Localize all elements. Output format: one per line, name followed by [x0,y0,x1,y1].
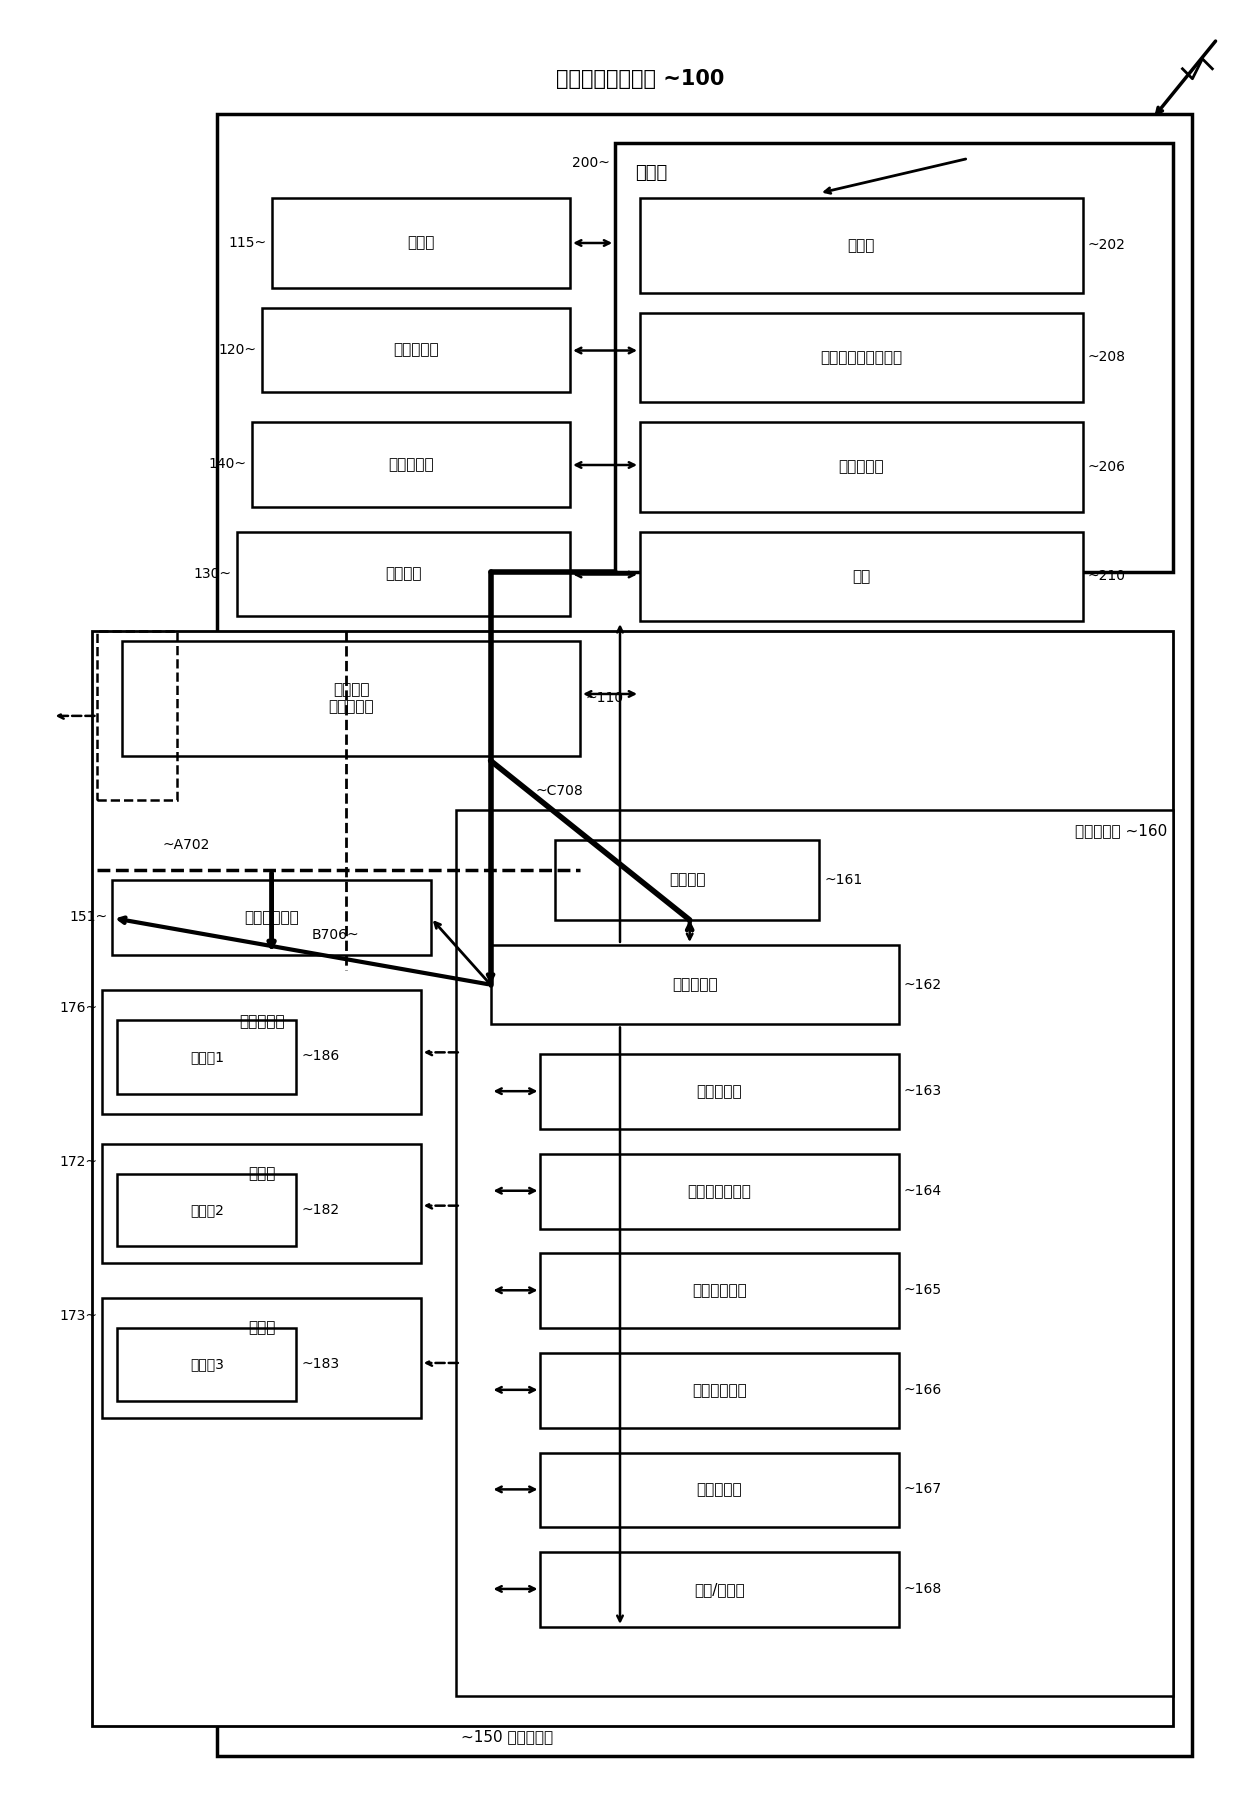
Bar [118,1328,296,1401]
Text: 173~: 173~ [60,1310,98,1323]
Text: ~110: ~110 [585,690,624,705]
Text: 现金自动交易装置 ~100: 现金自动交易装置 ~100 [556,69,724,89]
Text: 130~: 130~ [193,567,232,580]
Bar [640,313,1083,402]
Bar [556,839,820,919]
Bar [541,1054,899,1128]
Text: ~166: ~166 [904,1383,942,1397]
Text: ~208: ~208 [1087,351,1126,365]
Text: 存取款交易者确定部: 存取款交易者确定部 [821,351,903,365]
Text: 存储器3: 存储器3 [190,1357,223,1372]
Text: 扫描仪部: 扫描仪部 [668,872,706,889]
Bar [541,1154,899,1228]
Text: ~C708: ~C708 [536,783,583,798]
Text: 时钟: 时钟 [852,569,870,583]
Text: 纸币读取部 ~160: 纸币读取部 ~160 [1075,823,1168,838]
Text: ~182: ~182 [301,1203,340,1217]
Text: 序列号辨识部: 序列号辨识部 [692,1383,746,1397]
Text: ~186: ~186 [301,1050,340,1063]
Bar [640,198,1083,293]
Text: 140~: 140~ [208,458,247,471]
Text: ~168: ~168 [904,1583,942,1595]
Bar [98,630,177,801]
Bar [217,114,1193,1757]
Bar [103,1145,420,1263]
Bar [103,1297,420,1417]
Text: 识别存储部: 识别存储部 [697,1483,743,1497]
Text: 控制部: 控制部 [635,164,667,182]
Text: ~202: ~202 [1087,238,1126,253]
Text: ~165: ~165 [904,1283,942,1297]
Text: 纸币判断部: 纸币判断部 [697,1085,743,1099]
Text: ~161: ~161 [825,874,862,887]
Text: 176~: 176~ [60,1001,98,1014]
Text: ~163: ~163 [904,1085,942,1097]
Text: ~150 纸币输送部: ~150 纸币输送部 [461,1728,553,1744]
Text: 115~: 115~ [228,236,267,251]
Text: 120~: 120~ [218,343,257,356]
Bar [615,144,1173,572]
Text: 纸币受理
支付机构部: 纸币受理 支付机构部 [329,681,374,714]
Text: 摄像机: 摄像机 [407,236,434,251]
Bar [118,1174,296,1246]
Bar [262,307,570,392]
Bar [103,990,420,1114]
Text: ~183: ~183 [301,1357,340,1372]
Text: 显示操作部: 显示操作部 [393,343,439,358]
Bar [541,1354,899,1428]
Text: 上位存储部: 上位存储部 [838,460,884,474]
Text: ~A702: ~A702 [162,838,210,852]
Bar [491,945,899,1025]
Bar [640,532,1083,621]
Text: ~206: ~206 [1087,460,1126,474]
Text: 保管库: 保管库 [248,1321,275,1335]
Text: 忘取回收库: 忘取回收库 [239,1014,284,1030]
Bar [456,810,1173,1697]
Bar [92,630,1173,1726]
Text: ~167: ~167 [904,1483,942,1497]
Text: 序列号提取部: 序列号提取部 [692,1283,746,1299]
Text: 151~: 151~ [69,910,108,925]
Text: 存储器1: 存储器1 [190,1050,224,1063]
Bar [123,641,580,756]
Bar [541,1254,899,1328]
Bar [113,879,430,954]
Text: 200~: 200~ [572,156,610,171]
Text: 回收库: 回收库 [248,1167,275,1181]
Text: 通信部: 通信部 [848,238,875,253]
Bar [118,1019,296,1094]
Text: 纸币图像提取部: 纸币图像提取部 [688,1183,751,1199]
Text: ~162: ~162 [904,978,942,992]
Text: ~210: ~210 [1087,569,1126,583]
Text: 压缩/加密部: 压缩/加密部 [694,1583,745,1597]
Text: 存储器2: 存储器2 [190,1203,223,1217]
Text: 存取款处理部: 存取款处理部 [244,910,299,925]
Text: 识别控制部: 识别控制部 [672,978,718,992]
Text: ~164: ~164 [904,1183,942,1197]
Bar [272,198,570,287]
Text: 存折受理部: 存折受理部 [388,458,434,472]
Bar [252,422,570,507]
Text: 卡受理部: 卡受理部 [386,567,422,581]
Text: 172~: 172~ [60,1156,98,1168]
Bar [237,532,570,616]
Bar [541,1452,899,1528]
Bar [640,422,1083,512]
Bar [541,1552,899,1626]
Text: B706~: B706~ [311,928,360,941]
